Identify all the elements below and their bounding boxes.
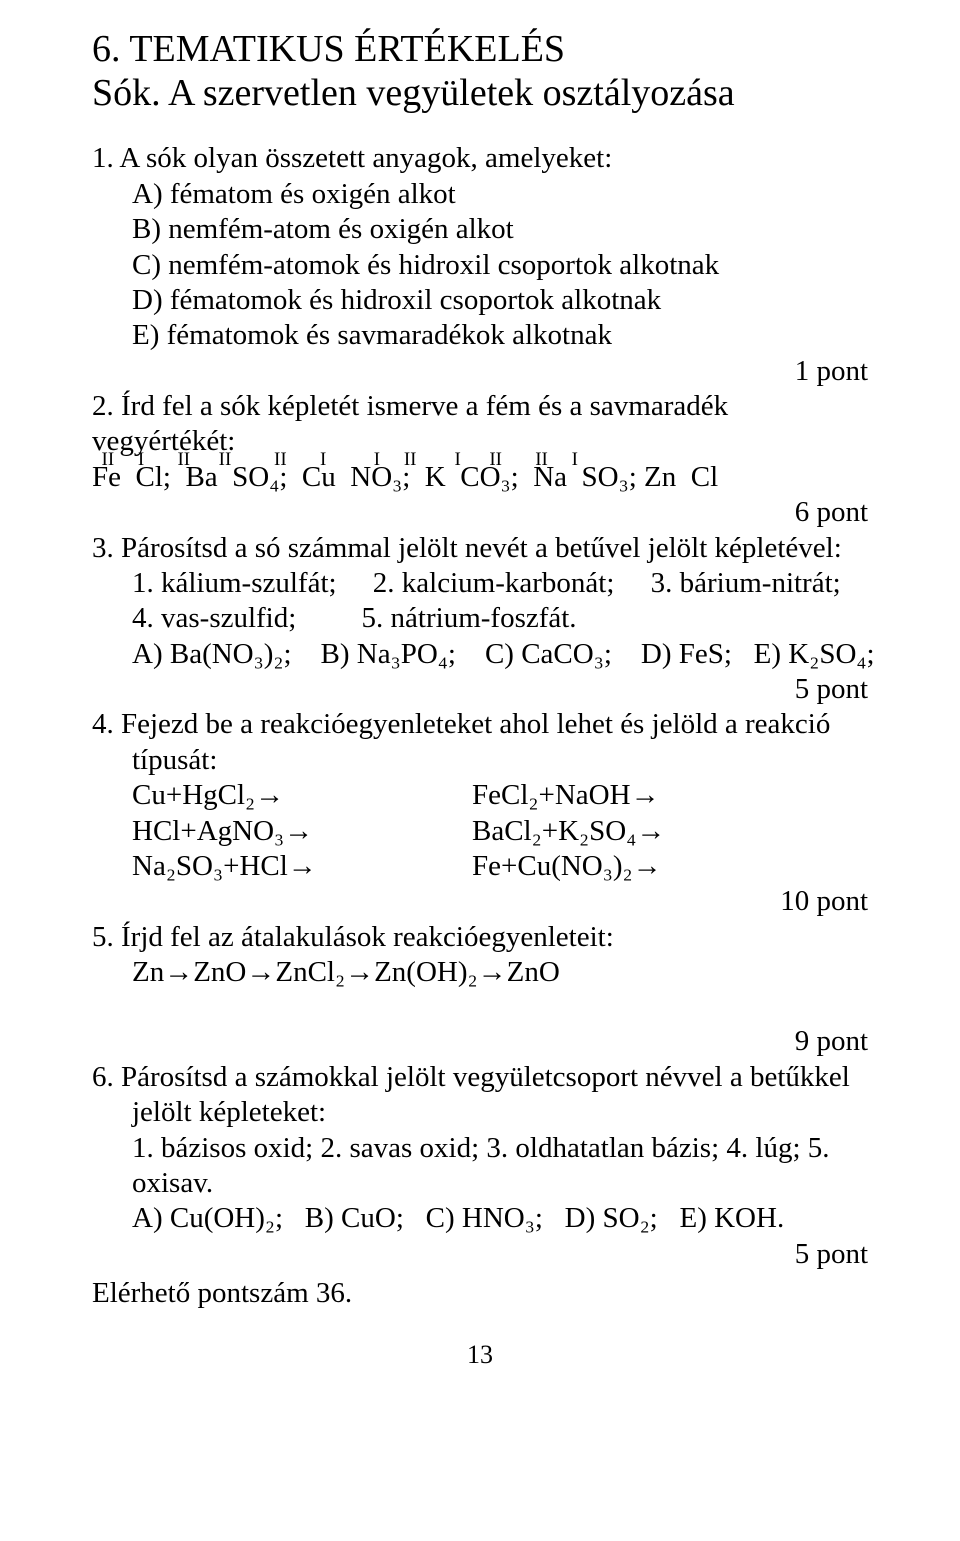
page-title: 6. TEMATIKUS ÉRTÉKELÉS Sók. A szervetlen… [92, 28, 868, 115]
page-number: 13 [92, 1339, 868, 1371]
title-line-1: 6. TEMATIKUS ÉRTÉKELÉS [92, 28, 565, 70]
q1-opt-a: A) fématom és oxigén alkot [92, 177, 868, 212]
q3-answers: A) Ba(NO₃)₂; B) Na₃PO₄; C) CaCO₃; D) FeS… [92, 637, 868, 672]
blank-spacer [92, 990, 868, 1024]
q1-points: 1 pont [92, 354, 868, 389]
q6-defs: 1. bázisos oxid; 2. savas oxid; 3. oldha… [92, 1131, 868, 1202]
q5-points: 9 pont [92, 1024, 868, 1059]
q5-lead: 5. Írjd fel az átalakulások reakcióegyen… [92, 920, 868, 955]
q6-lead: 6. Párosítsd a számokkal jelölt vegyület… [92, 1060, 868, 1095]
q5-chain: Zn→ZnO→ZnCl₂→Zn(OH)₂→ZnO [92, 955, 868, 990]
q4-eq-right-3: Fe+Cu(NO₃)₂→ [472, 849, 868, 884]
q1-opt-b: B) nemfém-atom és oxigén alkot [92, 212, 868, 247]
q1-opt-d: D) fématomok és hidroxil csoportok alkot… [92, 283, 868, 318]
total-points: Elérhető pontszám 36. [92, 1276, 868, 1311]
q4-lead2: típusát: [92, 743, 868, 778]
q1-lead: 1. A sók olyan összetett anyagok, amelye… [92, 141, 868, 176]
q6-answers: A) Cu(OH)₂; B) CuO; C) HNO₃; D) SO₂; E) … [92, 1201, 868, 1236]
q4-eq-left-1: Cu+HgCl₂→ [132, 778, 472, 813]
q2-roman-superscripts: II I II II II I I II I II II I [92, 448, 718, 471]
q2-formula-line: II I II II II I I II I II II I Fe Cl; Ba… [92, 460, 868, 495]
q6-lead2: jelölt képleteket: [92, 1095, 868, 1130]
q3-pairs-line2: 4. vas-szulfid; 5. nátrium-foszfát. [92, 601, 868, 636]
title-line-2: Sók. A szervetlen vegyületek osztályozás… [92, 72, 735, 114]
q4-eq-left-2: HCl+AgNO₃→ [132, 814, 472, 849]
q4-eq-right-2: BaCl₂+K₂SO₄→ [472, 814, 868, 849]
q4-points: 10 pont [92, 884, 868, 919]
q1-opt-c: C) nemfém-atomok és hidroxil csoportok a… [92, 248, 868, 283]
q4-equations: Cu+HgCl₂→ FeCl₂+NaOH→ HCl+AgNO₃→ BaCl₂+K… [92, 778, 868, 884]
q1-opt-e: E) fématomok és savmaradékok alkotnak [92, 318, 868, 353]
q4-eq-left-3: Na₂SO₃+HCl→ [132, 849, 472, 884]
q4-lead: 4. Fejezd be a reakcióegyenleteket ahol … [92, 707, 868, 742]
q3-lead: 3. Párosítsd a só számmal jelölt nevét a… [92, 531, 868, 566]
q4-eq-right-1: FeCl₂+NaOH→ [472, 778, 868, 813]
q2-points: 6 pont [92, 495, 868, 530]
q3-points: 5 pont [92, 672, 868, 707]
q3-pairs-line1: 1. kálium-szulfát; 2. kalcium-karbonát; … [92, 566, 868, 601]
q6-points: 5 pont [92, 1237, 868, 1272]
